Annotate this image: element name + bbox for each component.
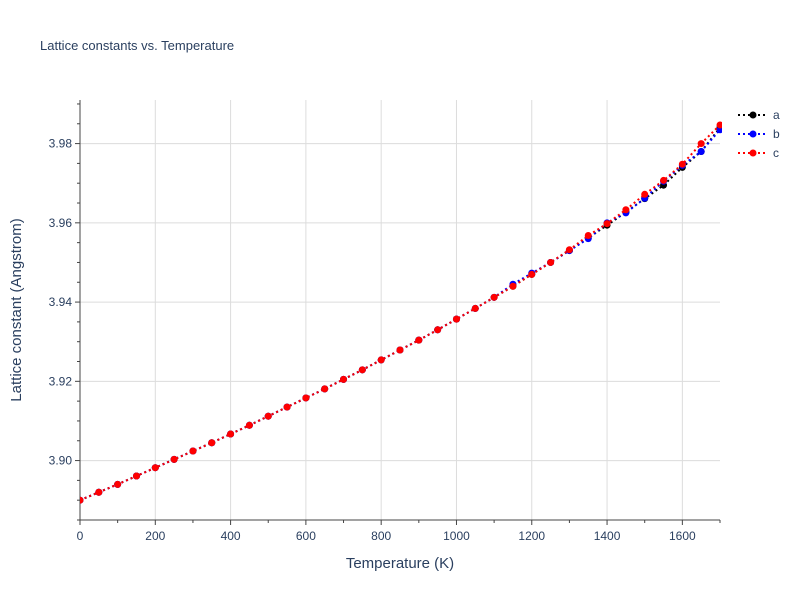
- series-layer: [80, 121, 722, 504]
- legend-label: a: [773, 108, 780, 122]
- data-point: [622, 206, 630, 214]
- x-tick-label: 1200: [518, 529, 545, 543]
- data-point: [151, 464, 159, 472]
- data-point: [170, 455, 178, 463]
- data-point: [716, 121, 722, 129]
- data-point: [245, 421, 253, 429]
- legend-swatch-marker: [749, 111, 757, 119]
- data-point: [321, 385, 329, 393]
- data-point: [678, 160, 686, 168]
- series-a-line: [80, 127, 721, 502]
- series-b-line: [80, 129, 721, 502]
- data-point: [565, 246, 573, 254]
- legend-item-c[interactable]: c: [738, 146, 779, 160]
- data-point: [697, 148, 705, 156]
- data-point: [547, 258, 555, 266]
- data-point: [208, 439, 216, 447]
- series-c-line: [80, 124, 721, 502]
- legend-label: b: [773, 127, 780, 141]
- x-tick-label: 1600: [669, 529, 696, 543]
- y-tick-label: 3.92: [49, 374, 73, 388]
- grid-lines: [80, 100, 720, 520]
- axes: 0 200 400 600 800 1000 1200 1400 1600 3.90 3.92 3.9…: [49, 100, 721, 543]
- data-point: [95, 488, 103, 496]
- data-point: [434, 326, 442, 334]
- data-point: [302, 394, 310, 402]
- data-point: [377, 356, 385, 364]
- series-b: [80, 126, 722, 504]
- legend-swatch-marker: [749, 130, 757, 138]
- data-point: [415, 336, 423, 344]
- data-point: [264, 412, 272, 420]
- legend[interactable]: abc: [738, 108, 780, 160]
- data-point: [189, 447, 197, 455]
- data-point: [528, 270, 536, 278]
- data-point: [80, 496, 84, 504]
- x-tick-label: 600: [296, 529, 316, 543]
- data-point: [132, 472, 140, 480]
- data-point: [114, 480, 122, 488]
- data-point: [227, 430, 235, 438]
- data-point: [603, 220, 611, 228]
- series-c: [80, 121, 722, 504]
- legend-swatch-marker: [749, 149, 757, 157]
- data-point: [452, 315, 460, 323]
- data-point: [490, 293, 498, 301]
- chart-title: Lattice constants vs. Temperature: [40, 38, 235, 53]
- legend-item-a[interactable]: a: [738, 108, 780, 122]
- data-point: [471, 304, 479, 312]
- data-point: [660, 176, 668, 184]
- data-point: [396, 346, 404, 354]
- x-tick-label: 800: [371, 529, 391, 543]
- x-tick-label: 0: [77, 529, 84, 543]
- data-point: [584, 232, 592, 240]
- x-tick-label: 1000: [443, 529, 470, 543]
- x-axis-title: Temperature (K): [346, 555, 454, 572]
- x-tick-label: 200: [145, 529, 165, 543]
- data-point: [358, 366, 366, 374]
- y-tick-label: 3.94: [49, 295, 73, 309]
- legend-label: c: [773, 146, 779, 160]
- y-tick-label: 3.96: [49, 216, 73, 230]
- x-tick-label: 400: [221, 529, 241, 543]
- data-point: [509, 282, 517, 290]
- y-tick-label: 3.90: [49, 454, 73, 468]
- y-tick-label: 3.98: [49, 137, 73, 151]
- data-point: [283, 403, 291, 411]
- data-point: [697, 140, 705, 148]
- legend-item-b[interactable]: b: [738, 127, 780, 141]
- y-axis-title: Lattice constant (Angstrom): [8, 218, 25, 401]
- series-a: [80, 124, 722, 504]
- x-tick-label: 1400: [594, 529, 621, 543]
- data-point: [340, 375, 348, 383]
- data-point: [641, 190, 649, 198]
